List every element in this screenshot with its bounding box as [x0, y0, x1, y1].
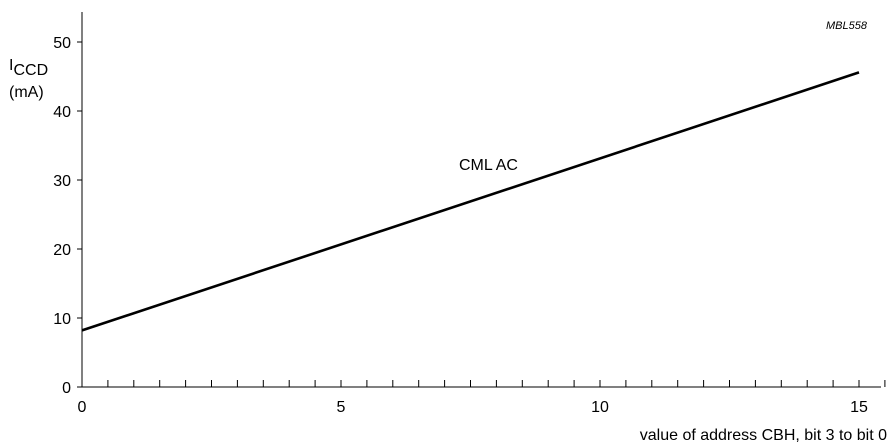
y-tick-label: 50 [53, 35, 71, 52]
y-tick-label: 20 [53, 242, 71, 259]
series-label-cml-ac: CML AC [459, 157, 518, 174]
series-line-cml-ac [81, 71, 860, 332]
y-axis: 0 10 20 30 40 50 [53, 12, 83, 397]
x-tick-label: 10 [591, 399, 609, 416]
x-axis-title: value of address CBH, bit 3 to bit 0 [640, 427, 887, 444]
y-tick-label: 40 [53, 104, 71, 121]
x-axis: 0 5 10 15 [78, 380, 886, 416]
x-tick-label: 15 [850, 399, 868, 416]
y-axis-unit: (mA) [9, 84, 44, 101]
x-tick-label: 5 [337, 399, 346, 416]
y-tick-label: 30 [53, 173, 71, 190]
series-layer [81, 71, 860, 332]
y-axis-title-subscript: CCD [13, 62, 48, 79]
y-axis-title: ICCD [9, 57, 48, 79]
y-tick-label: 0 [62, 380, 71, 397]
x-tick-label: 0 [78, 399, 87, 416]
y-axis-title-main: I [9, 57, 13, 74]
figure-code: MBL558 [826, 20, 868, 32]
y-tick-label: 10 [53, 311, 71, 328]
